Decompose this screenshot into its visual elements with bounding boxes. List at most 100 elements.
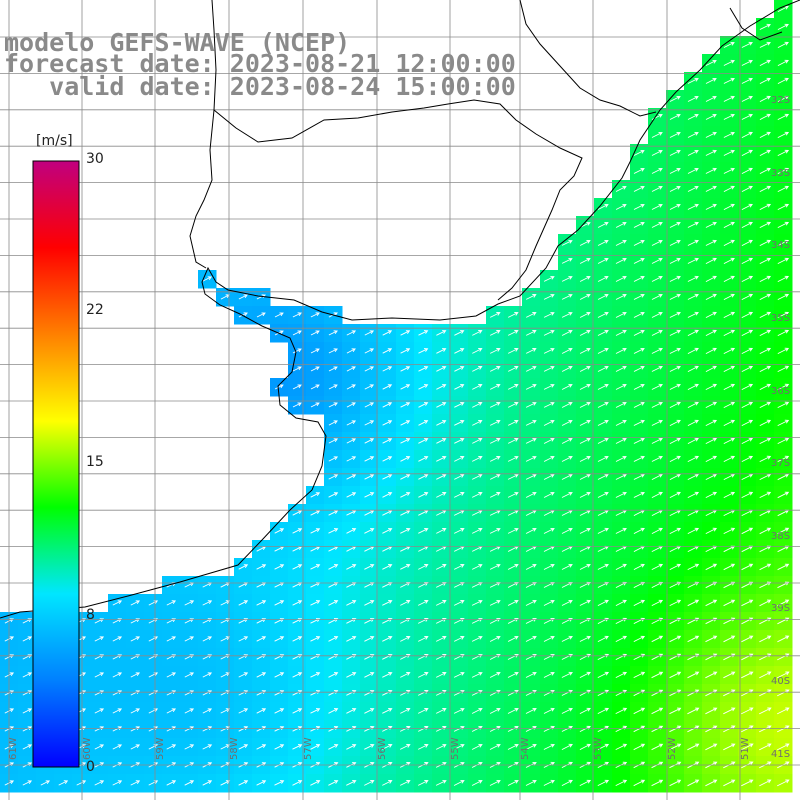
wind-arrow bbox=[112, 672, 123, 678]
wind-arrow bbox=[759, 779, 772, 787]
wind-arrow bbox=[741, 527, 754, 535]
wind-arrow bbox=[669, 293, 681, 300]
wind-arrow bbox=[759, 149, 771, 157]
wind-arrow bbox=[489, 671, 501, 678]
wind-arrow bbox=[705, 275, 717, 283]
wind-arrow bbox=[705, 131, 717, 138]
wind-arrow bbox=[166, 744, 177, 750]
wind-arrow bbox=[364, 744, 375, 750]
wind-arrow bbox=[758, 743, 772, 751]
wind-arrow bbox=[418, 348, 429, 354]
wind-arrow bbox=[723, 383, 736, 391]
wind-arrow bbox=[525, 671, 537, 678]
wind-arrow bbox=[723, 599, 736, 607]
wind-arrow bbox=[759, 203, 772, 211]
wind-arrow bbox=[543, 437, 555, 444]
wind-arrow bbox=[274, 564, 285, 570]
wind-arrow bbox=[741, 113, 753, 120]
wind-arrow bbox=[687, 671, 700, 679]
wind-arrow bbox=[453, 671, 465, 678]
wind-arrow bbox=[741, 437, 754, 445]
wind-arrow bbox=[633, 347, 645, 354]
wind-arrow bbox=[633, 383, 645, 390]
wind-arrow bbox=[741, 671, 754, 679]
wind-arrow bbox=[705, 95, 717, 102]
wind-arrow bbox=[633, 401, 645, 408]
wind-arrow bbox=[40, 780, 51, 786]
wind-arrow bbox=[364, 780, 375, 786]
wind-arrow bbox=[400, 636, 411, 642]
wind-arrow bbox=[112, 690, 123, 696]
wind-arrow bbox=[382, 456, 393, 462]
wind-arrow bbox=[543, 365, 555, 372]
wind-arrow bbox=[741, 491, 754, 499]
wind-arrow bbox=[687, 365, 699, 373]
wind-arrow bbox=[741, 419, 754, 427]
country-border bbox=[189, 0, 783, 301]
wind-arrow bbox=[597, 473, 609, 480]
lat-label: 33S bbox=[771, 168, 791, 179]
wind-arrow bbox=[382, 600, 393, 606]
wind-arrow bbox=[328, 636, 339, 642]
wind-arrow bbox=[669, 743, 682, 751]
wind-arrow bbox=[633, 491, 645, 498]
wind-arrow bbox=[453, 528, 465, 534]
wind-arrow bbox=[633, 653, 646, 661]
wind-arrow bbox=[418, 366, 429, 372]
wind-arrow bbox=[705, 185, 717, 192]
wind-arrow bbox=[543, 275, 555, 282]
wind-arrow bbox=[705, 293, 717, 301]
wind-arrow bbox=[669, 527, 682, 535]
wind-arrow bbox=[346, 672, 357, 678]
wind-arrow bbox=[238, 636, 249, 642]
wind-arrow bbox=[723, 203, 735, 211]
colorbar-bar bbox=[32, 160, 80, 768]
wind-arrow bbox=[741, 599, 754, 607]
wind-arrow bbox=[741, 185, 753, 193]
wind-arrow bbox=[489, 384, 501, 390]
wind-arrow bbox=[292, 780, 303, 786]
wind-arrow bbox=[471, 635, 483, 642]
wind-arrow bbox=[597, 329, 609, 336]
wind-arrow bbox=[507, 671, 519, 678]
wind-arrow bbox=[759, 365, 772, 373]
wind-arrow bbox=[687, 491, 700, 499]
wind-arrow bbox=[364, 366, 375, 372]
wind-arrow bbox=[633, 437, 645, 444]
wind-arrow bbox=[382, 438, 393, 444]
wind-arrow bbox=[417, 672, 429, 678]
wind-arrow bbox=[256, 672, 267, 678]
wind-arrow bbox=[561, 671, 573, 678]
wind-arrow bbox=[759, 41, 771, 48]
colorbar-tick-label: 22 bbox=[86, 302, 104, 318]
wind-arrow bbox=[777, 77, 789, 85]
wind-arrow bbox=[615, 599, 627, 607]
wind-arrow bbox=[723, 455, 736, 463]
wind-arrow bbox=[400, 492, 411, 498]
wind-arrow bbox=[741, 203, 753, 211]
wind-arrow bbox=[723, 77, 735, 84]
wind-arrow bbox=[777, 527, 790, 535]
wind-arrow bbox=[687, 743, 700, 751]
wind-arrow bbox=[723, 725, 736, 733]
wind-arrow bbox=[489, 312, 501, 318]
wind-arrow bbox=[400, 708, 411, 714]
wind-arrow bbox=[687, 275, 699, 282]
wind-arrow bbox=[777, 383, 790, 391]
wind-arrow bbox=[776, 779, 790, 787]
wind-arrow bbox=[651, 635, 664, 643]
wind-arrow bbox=[741, 77, 753, 84]
wind-arrow bbox=[687, 95, 699, 102]
wind-arrow bbox=[777, 185, 790, 193]
wind-arrow bbox=[489, 492, 501, 498]
wind-arrow bbox=[94, 780, 105, 786]
wind-arrow bbox=[382, 402, 393, 408]
wind-arrow bbox=[525, 419, 537, 426]
wind-arrow bbox=[615, 707, 628, 715]
wind-arrow bbox=[615, 365, 627, 372]
wind-arrow bbox=[651, 527, 663, 535]
wind-arrow bbox=[579, 563, 591, 570]
wind-arrow bbox=[489, 635, 501, 642]
wind-arrow bbox=[310, 348, 320, 354]
